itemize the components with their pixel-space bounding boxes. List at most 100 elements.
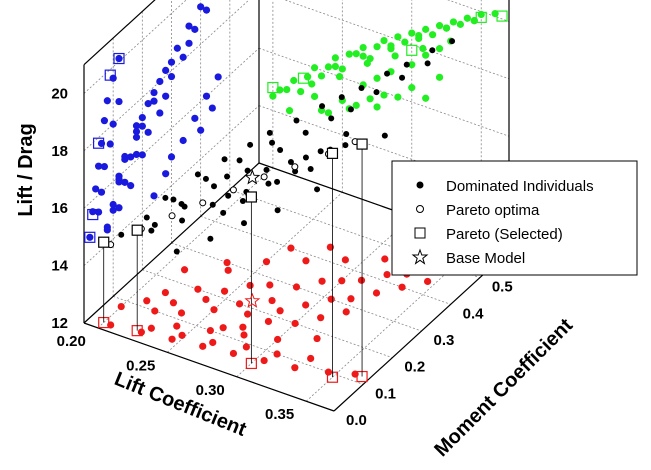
projection-point-left-wall: [162, 92, 170, 100]
dominated-point: [449, 38, 456, 45]
dominated-point: [181, 203, 188, 210]
dominated-point: [143, 214, 150, 221]
projection-point-back-wall: [290, 76, 298, 85]
projection-point-floor: [372, 289, 381, 297]
legend-selected-marker: [414, 227, 426, 239]
projection-point-floor: [169, 299, 178, 307]
projection-point-floor: [302, 257, 310, 265]
projection-point-floor: [240, 331, 248, 339]
dominated-point: [343, 130, 350, 137]
pareto-selected-marker: [131, 224, 143, 236]
pareto-optimum-point: [168, 212, 176, 220]
projection-point-back-wall: [352, 50, 360, 58]
projection-point-left-wall: [103, 223, 111, 231]
projection-point-back-wall: [345, 50, 353, 58]
projection-point-floor: [177, 309, 186, 317]
projection-point-floor: [168, 335, 176, 343]
dominated-point: [424, 60, 431, 67]
projection-point-left-wall: [106, 140, 114, 148]
projection-point-floor: [209, 338, 217, 347]
pareto-optimum-point: [229, 186, 237, 194]
projection-point-left-wall: [162, 66, 170, 74]
dominated-point: [148, 227, 155, 234]
dominated-point: [274, 178, 281, 185]
y-tick-label: 0.3: [434, 332, 455, 349]
projection-point-back-wall: [435, 73, 444, 81]
projection-point-left-wall: [144, 100, 152, 108]
projection-point-back-wall: [297, 87, 305, 96]
dominated-point: [403, 61, 410, 68]
projection-point-left-wall: [156, 77, 164, 86]
projection-point-floor: [291, 364, 299, 372]
projection-point-back-wall: [422, 25, 430, 33]
projection-point-floor: [178, 331, 186, 339]
projection-point-left-wall: [103, 97, 111, 105]
projection-point-left-wall: [208, 104, 216, 112]
legend-pareto-marker: [416, 205, 424, 213]
projection-point-left-wall: [138, 122, 146, 130]
dominated-point: [173, 248, 180, 255]
dominated-point: [429, 47, 436, 54]
projection-point-floor: [266, 281, 274, 289]
projection-point-floor: [143, 297, 151, 305]
y-tick-label: 0.1: [375, 385, 396, 402]
projection-point-left-wall: [94, 208, 103, 216]
projection-point-left-wall: [132, 150, 141, 159]
dominated-point: [263, 166, 270, 173]
dominated-point: [170, 196, 177, 203]
projection-point-left-wall: [150, 97, 158, 105]
legend-dominated-label: Dominated Individuals: [446, 178, 594, 195]
legend-box: [391, 160, 638, 276]
projection-point-back-wall: [422, 51, 430, 59]
dominated-point: [211, 183, 217, 190]
projection-point-floor: [161, 288, 169, 297]
projection-point-left-wall: [86, 233, 94, 241]
y-tick-label: 0.5: [492, 279, 513, 296]
projection-point-left-wall: [202, 92, 211, 100]
dominated-point: [277, 147, 284, 154]
projection-point-floor: [318, 277, 326, 285]
projection-point-floor: [347, 295, 355, 303]
projection-point-left-wall: [197, 3, 205, 11]
projection-point-back-wall: [442, 24, 451, 32]
projection-point-floor: [326, 243, 334, 251]
z-tick-label: 14: [51, 258, 68, 275]
dominated-point: [241, 220, 247, 227]
projection-point-floor: [117, 302, 125, 311]
dominated-point: [202, 175, 209, 182]
projection-point-floor: [276, 307, 284, 315]
projection-point-floor: [180, 266, 189, 274]
y-tick-label: 0.2: [404, 359, 425, 376]
projection-point-left-wall: [115, 172, 123, 180]
pareto-optimum-point: [291, 163, 299, 171]
projection-point-left-wall: [97, 188, 106, 196]
legend-base-label: Base Model: [446, 250, 525, 267]
dominated-point: [314, 186, 321, 193]
tick-labels: 12 14 16 18 20 0.20 0.25 0.30 0.35 0.0 0.1 0.2 0.3 0.…: [51, 85, 542, 429]
projection-point-floor: [224, 266, 232, 274]
projection-point-floor: [313, 334, 321, 343]
projection-point-back-wall: [401, 38, 409, 46]
dominated-point: [221, 156, 228, 163]
projection-point-floor: [338, 277, 346, 285]
projection-layer: [84, 3, 508, 383]
projection-point-back-wall: [463, 14, 471, 22]
projection-point-floor: [220, 287, 229, 295]
dominated-point: [347, 106, 354, 113]
projection-point-floor: [357, 276, 366, 284]
projection-point-back-wall: [380, 91, 388, 99]
projection-point-back-wall: [435, 22, 444, 30]
dominated-point: [342, 142, 349, 149]
z-tick-label: 18: [51, 143, 68, 160]
projection-point-back-wall: [373, 74, 381, 82]
dominated-point: [162, 194, 169, 201]
projection-point-back-wall: [435, 45, 444, 53]
projection-point-left-wall: [132, 127, 141, 136]
projection-point-floor: [206, 326, 214, 335]
projection-point-back-wall: [352, 101, 360, 109]
x-axis-label: Lift Coefficient: [111, 368, 249, 441]
z-tick-label: 12: [51, 315, 68, 332]
projection-point-floor: [147, 324, 155, 332]
